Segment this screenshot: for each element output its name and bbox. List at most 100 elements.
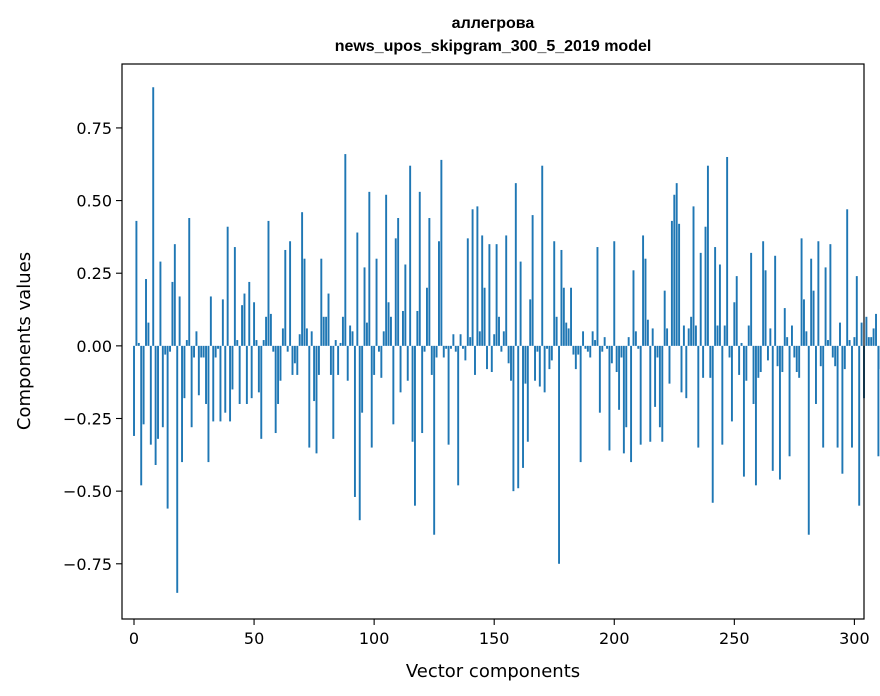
bar bbox=[687, 328, 690, 346]
bar bbox=[762, 241, 765, 346]
bar bbox=[159, 261, 162, 346]
bar bbox=[406, 345, 409, 381]
bar bbox=[219, 345, 222, 422]
bar bbox=[608, 345, 611, 451]
bar bbox=[298, 334, 301, 346]
bar bbox=[435, 345, 438, 358]
bar bbox=[711, 345, 714, 503]
y-tick-label: −0.75 bbox=[63, 555, 112, 574]
bar bbox=[255, 340, 258, 346]
x-axis: 0 50 100 150 200 250 300 bbox=[129, 619, 870, 648]
bar bbox=[759, 345, 762, 373]
bar bbox=[646, 319, 649, 346]
bar bbox=[327, 293, 330, 346]
bar bbox=[594, 340, 597, 346]
x-tick-label: 200 bbox=[599, 629, 630, 648]
bar bbox=[870, 337, 873, 346]
bar bbox=[726, 156, 729, 346]
bar bbox=[526, 345, 529, 442]
bar bbox=[747, 325, 750, 346]
x-tick-label: 50 bbox=[244, 629, 264, 648]
bar bbox=[803, 299, 805, 346]
bar bbox=[834, 345, 837, 367]
bar bbox=[375, 258, 378, 346]
bar bbox=[483, 287, 486, 346]
bar bbox=[630, 345, 633, 463]
bar bbox=[534, 345, 536, 381]
bar bbox=[401, 310, 404, 346]
bar bbox=[764, 270, 767, 346]
bar bbox=[546, 345, 548, 349]
bar bbox=[488, 244, 491, 346]
bar bbox=[598, 345, 601, 413]
bar bbox=[733, 302, 736, 346]
bar bbox=[745, 345, 748, 381]
bar bbox=[558, 345, 560, 564]
bar bbox=[795, 345, 798, 373]
bar bbox=[161, 345, 164, 428]
bar bbox=[173, 244, 176, 346]
bar bbox=[793, 345, 796, 358]
bar bbox=[450, 345, 452, 349]
bar bbox=[610, 345, 613, 364]
bar bbox=[457, 345, 460, 486]
bar bbox=[310, 331, 313, 346]
x-tick-label: 150 bbox=[479, 629, 510, 648]
bar bbox=[430, 345, 433, 375]
bar bbox=[815, 345, 817, 404]
chart-title: аллегрова bbox=[452, 15, 535, 32]
bar bbox=[291, 345, 294, 375]
bar bbox=[411, 345, 414, 442]
bar bbox=[596, 247, 599, 346]
bar bbox=[438, 241, 440, 346]
bar bbox=[730, 345, 733, 422]
bar bbox=[135, 220, 138, 346]
bar bbox=[827, 340, 829, 346]
bar bbox=[279, 345, 282, 381]
bar bbox=[466, 238, 469, 346]
bar bbox=[447, 345, 450, 445]
bar bbox=[171, 281, 174, 346]
bar bbox=[706, 165, 709, 346]
bar bbox=[481, 235, 484, 346]
bar bbox=[567, 328, 570, 346]
bar bbox=[841, 345, 844, 474]
bar bbox=[817, 241, 820, 346]
bar bbox=[389, 316, 392, 346]
bar bbox=[498, 316, 500, 346]
bar bbox=[670, 220, 673, 346]
bar bbox=[478, 331, 481, 346]
bar bbox=[560, 249, 563, 346]
bar bbox=[274, 345, 277, 434]
bar bbox=[243, 293, 246, 346]
bar bbox=[625, 345, 628, 428]
bar bbox=[735, 276, 738, 346]
bar bbox=[603, 337, 606, 346]
bar bbox=[418, 191, 421, 346]
bar bbox=[877, 345, 880, 457]
bar bbox=[188, 218, 191, 346]
bar bbox=[253, 302, 256, 346]
bar bbox=[428, 218, 431, 346]
bar bbox=[500, 345, 503, 352]
bar bbox=[622, 345, 625, 454]
bar bbox=[317, 345, 320, 375]
bar bbox=[798, 345, 801, 378]
bar bbox=[774, 255, 777, 346]
bar bbox=[313, 345, 316, 402]
bar bbox=[697, 345, 700, 448]
bar bbox=[709, 345, 712, 378]
bar bbox=[404, 264, 407, 346]
bar bbox=[507, 345, 510, 364]
bar bbox=[474, 345, 476, 375]
bar bbox=[562, 287, 565, 346]
bar bbox=[154, 345, 157, 465]
bar bbox=[613, 241, 616, 346]
x-tick-label: 0 bbox=[129, 629, 139, 648]
bar bbox=[238, 345, 241, 404]
bar bbox=[572, 345, 575, 355]
bar bbox=[245, 345, 248, 404]
bar bbox=[241, 305, 244, 346]
bar bbox=[582, 331, 585, 346]
